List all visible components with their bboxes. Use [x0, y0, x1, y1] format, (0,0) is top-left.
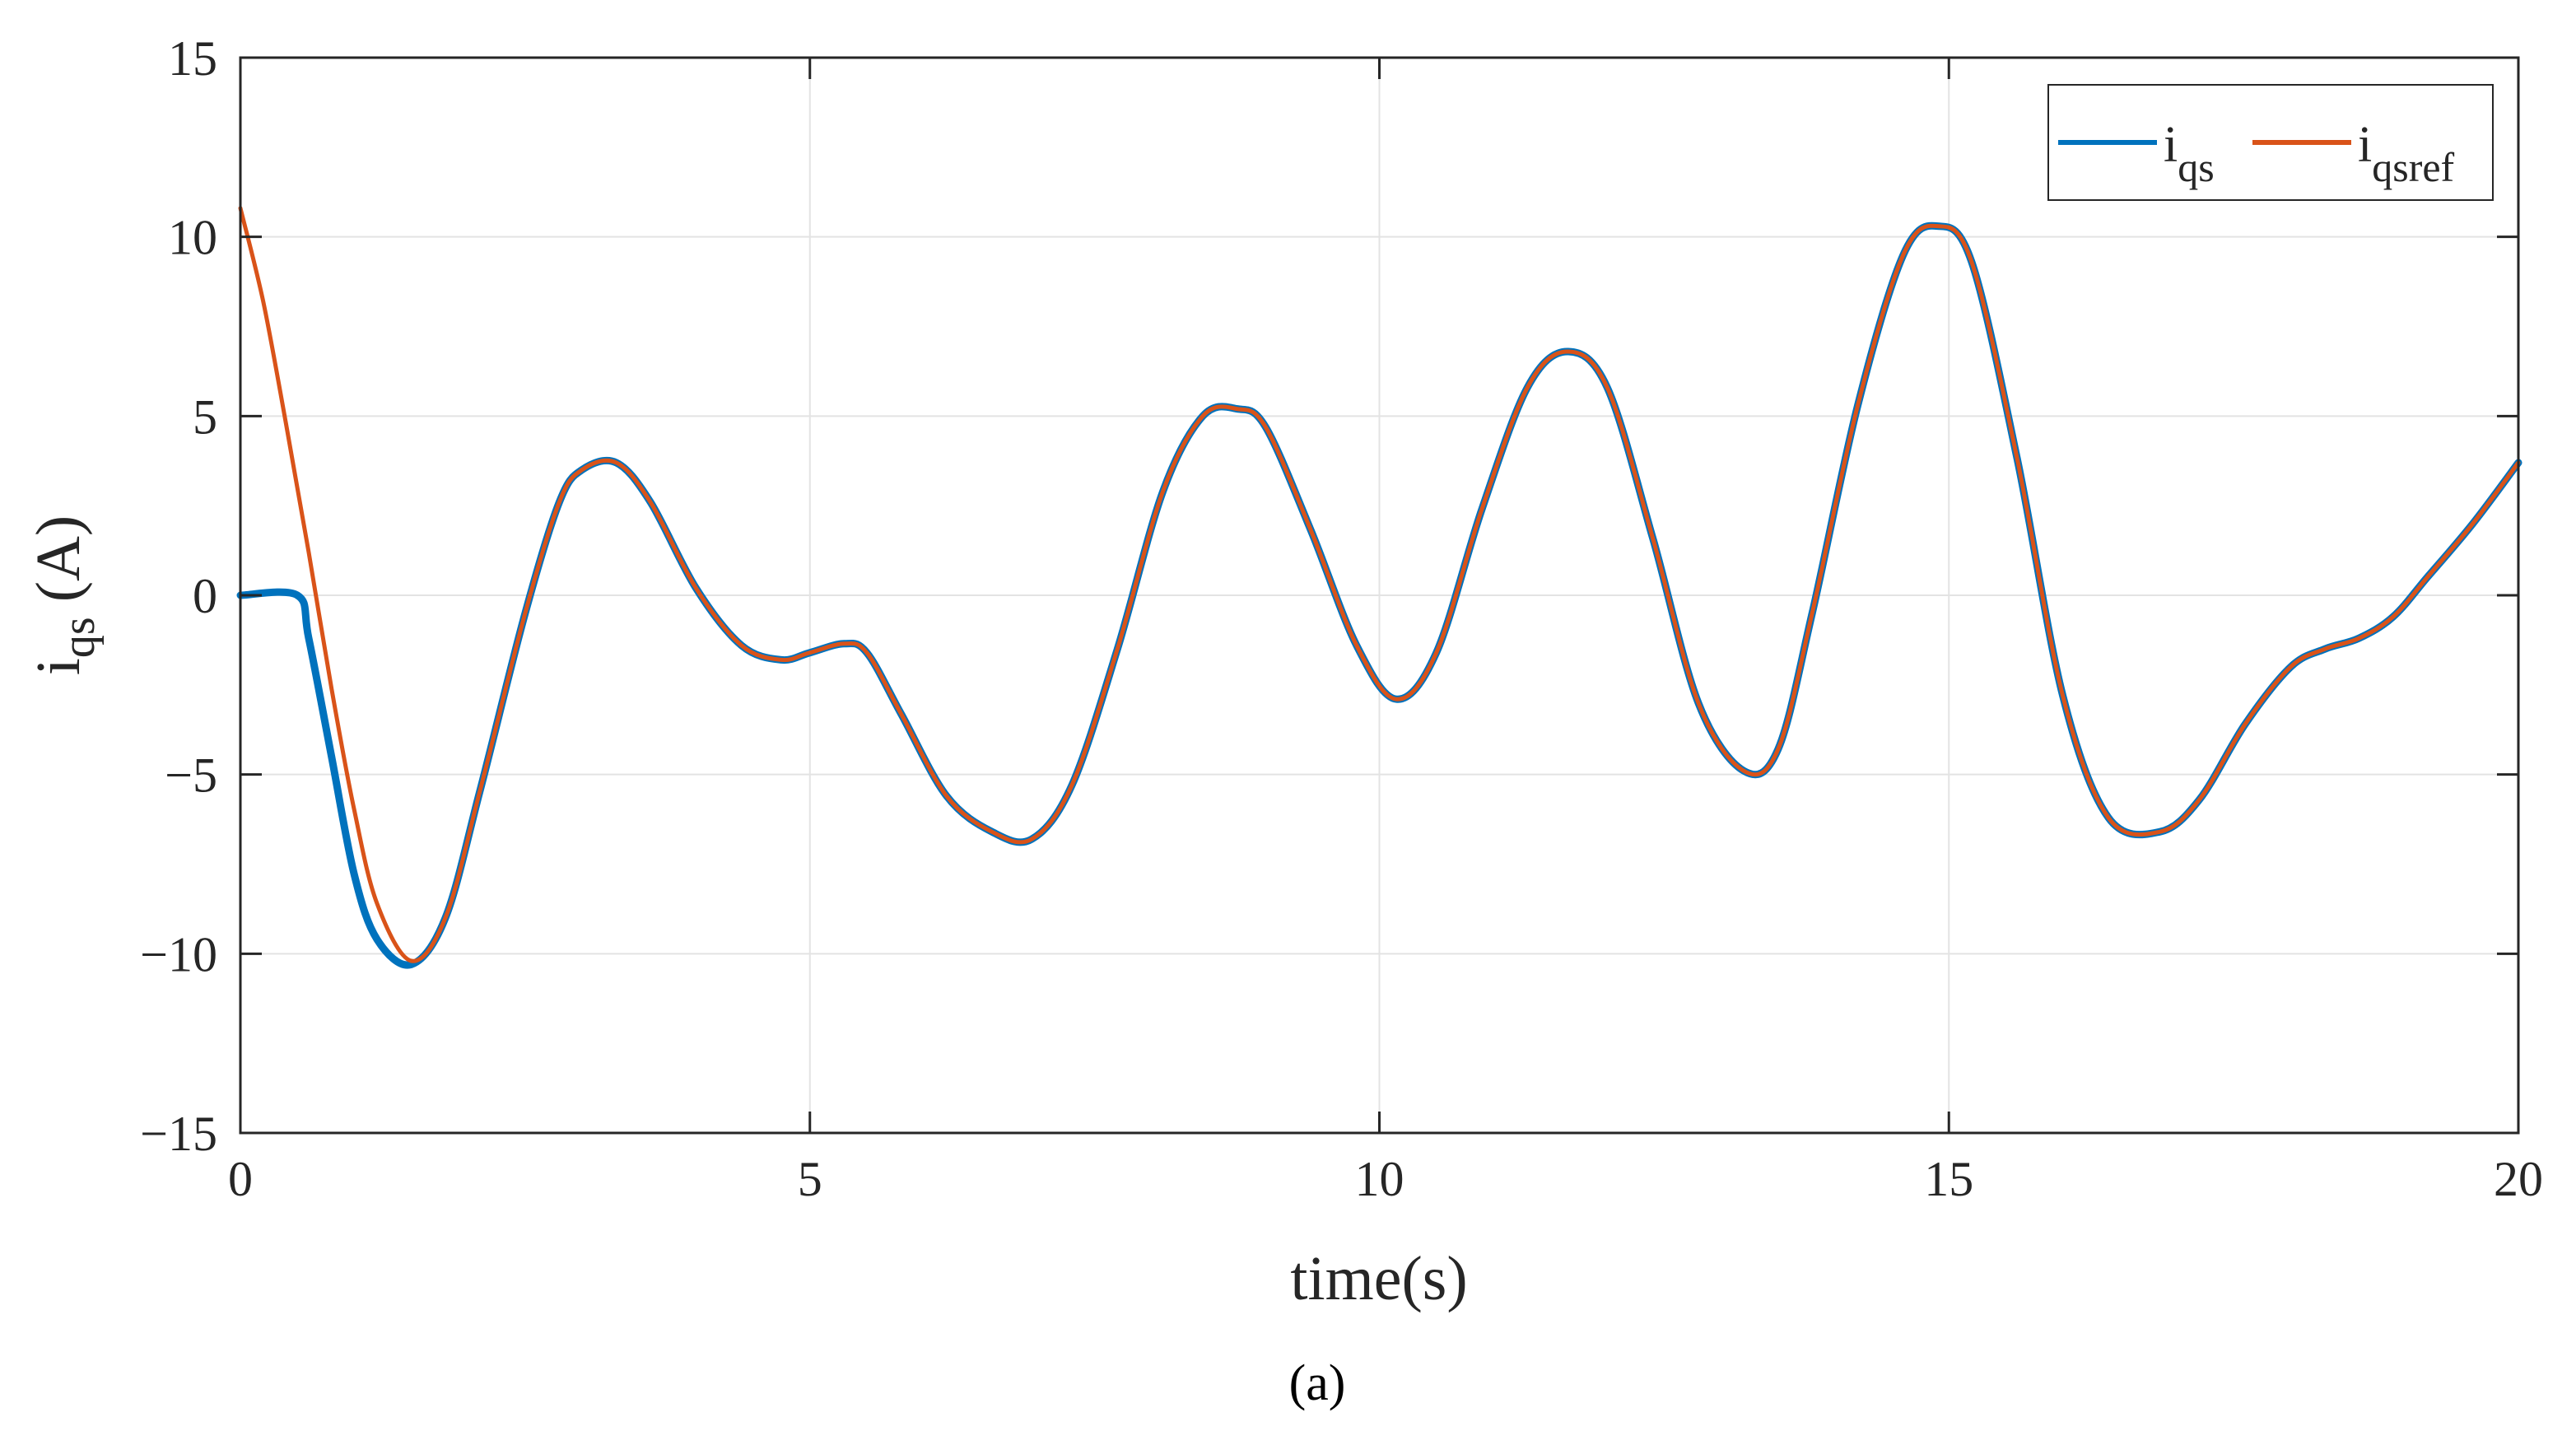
y-axis-label-subscript: qs [54, 617, 105, 658]
x-tick-label: 0 [228, 1152, 253, 1206]
y-tick-label: −5 [165, 748, 217, 803]
y-tick-label: 15 [168, 31, 217, 86]
legend-label-iqs: iqs [2164, 117, 2215, 190]
y-tick-label: −10 [140, 927, 217, 981]
x-tick-label: 15 [1924, 1152, 1973, 1206]
y-tick-label: −15 [140, 1107, 217, 1161]
y-axis-label: iqs (A) [24, 515, 105, 675]
series-line-i-qsref [238, 206, 2521, 963]
x-tick-label: 10 [1355, 1152, 1404, 1206]
y-axis-label-main: i [24, 658, 93, 675]
y-tick-label: 10 [168, 211, 217, 265]
x-tick-label: 20 [2494, 1152, 2543, 1206]
legend-label-iqsref: iqsref [2358, 117, 2455, 190]
x-axis-label: time(s) [1290, 1244, 1467, 1313]
series-layer [236, 206, 2522, 969]
figure-caption: (a) [1289, 1355, 1346, 1411]
legend: iqs iqsref [2047, 84, 2494, 201]
tick-labels: 0 5 10 15 20 −15 −10 −5 0 5 10 15 [140, 31, 2543, 1206]
x-tick-label: 5 [798, 1152, 822, 1206]
tick-marks [239, 56, 2520, 1135]
y-tick-label: 5 [193, 389, 217, 444]
y-tick-label: 0 [193, 569, 217, 623]
y-axis-label-unit: (A) [24, 515, 93, 603]
